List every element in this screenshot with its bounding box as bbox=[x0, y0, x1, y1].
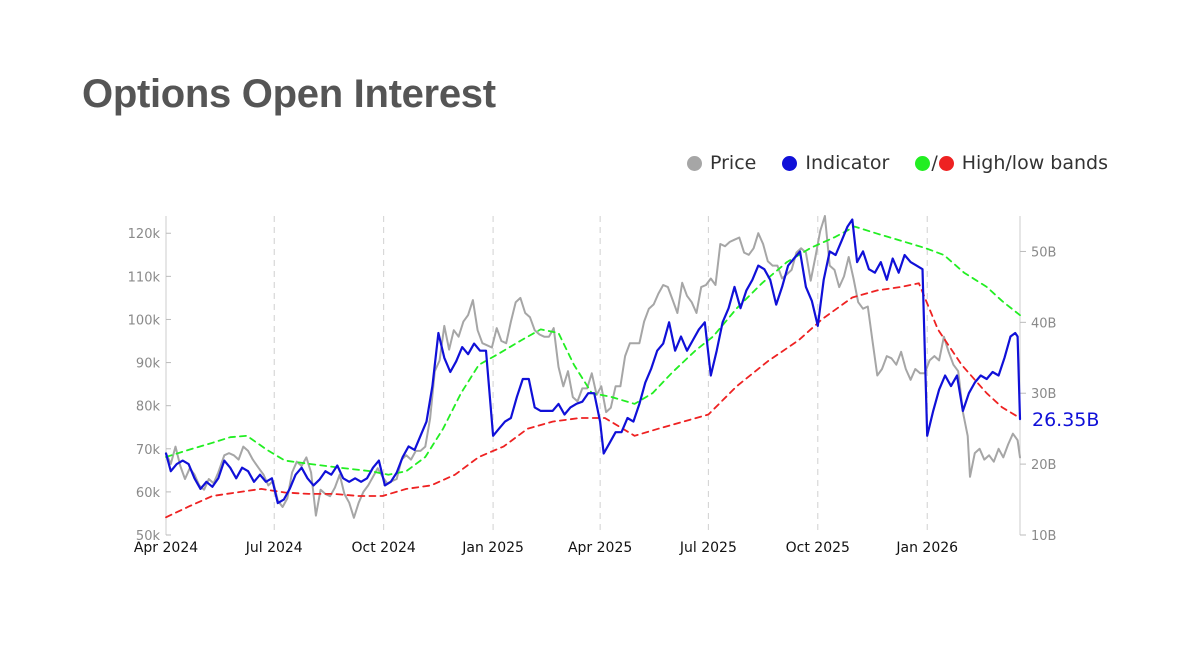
right-tick-label: 20B bbox=[1031, 458, 1056, 473]
legend-item-price[interactable]: Price bbox=[687, 152, 756, 174]
left-tick-label: 80k bbox=[136, 400, 161, 415]
right-tick-label: 10B bbox=[1031, 529, 1056, 544]
legend-separator: / bbox=[931, 152, 938, 174]
page-title: Options Open Interest bbox=[82, 72, 496, 116]
left-tick-label: 120k bbox=[128, 227, 161, 242]
x-tick-label: Oct 2025 bbox=[786, 540, 850, 556]
low-band-series-line bbox=[165, 282, 1021, 519]
price-dot-icon bbox=[687, 155, 702, 171]
x-tick-label: Jan 2025 bbox=[461, 540, 524, 556]
legend-item-bands[interactable]: / High/low bands bbox=[915, 152, 1108, 174]
left-tick-label: 90k bbox=[136, 357, 161, 372]
legend-label-price: Price bbox=[710, 152, 757, 174]
x-tick-label: Apr 2024 bbox=[134, 540, 198, 556]
x-tick-label: Jul 2025 bbox=[679, 540, 737, 556]
x-tick-label: Apr 2025 bbox=[568, 540, 632, 556]
left-tick-label: 60k bbox=[136, 486, 161, 501]
right-tick-label: 50B bbox=[1031, 245, 1056, 260]
x-tick-label: Oct 2024 bbox=[352, 540, 416, 556]
low-band-dot-icon bbox=[938, 155, 954, 171]
indicator-series-line bbox=[164, 218, 1022, 505]
legend-item-indicator[interactable]: Indicator bbox=[782, 152, 889, 174]
left-tick-label: 70k bbox=[136, 443, 161, 458]
left-tick-label: 100k bbox=[128, 313, 161, 328]
chart-legend: Price Indicator / High/low bands bbox=[661, 152, 1108, 174]
left-tick-label: 50k bbox=[136, 529, 161, 544]
legend-label-bands: High/low bands bbox=[961, 152, 1108, 174]
indicator-dot-icon bbox=[782, 155, 798, 171]
right-tick-label: 40B bbox=[1031, 316, 1056, 331]
x-tick-label: Jan 2026 bbox=[895, 540, 958, 556]
high-band-dot-icon bbox=[915, 155, 931, 171]
x-tick-label: Jul 2024 bbox=[245, 540, 303, 556]
right-tick-label: 30B bbox=[1031, 387, 1056, 402]
price-series-line bbox=[165, 215, 1021, 519]
left-tick-label: 110k bbox=[128, 270, 161, 285]
legend-label-indicator: Indicator bbox=[805, 152, 890, 174]
indicator-last-value-label: 26.35B bbox=[1032, 409, 1099, 431]
